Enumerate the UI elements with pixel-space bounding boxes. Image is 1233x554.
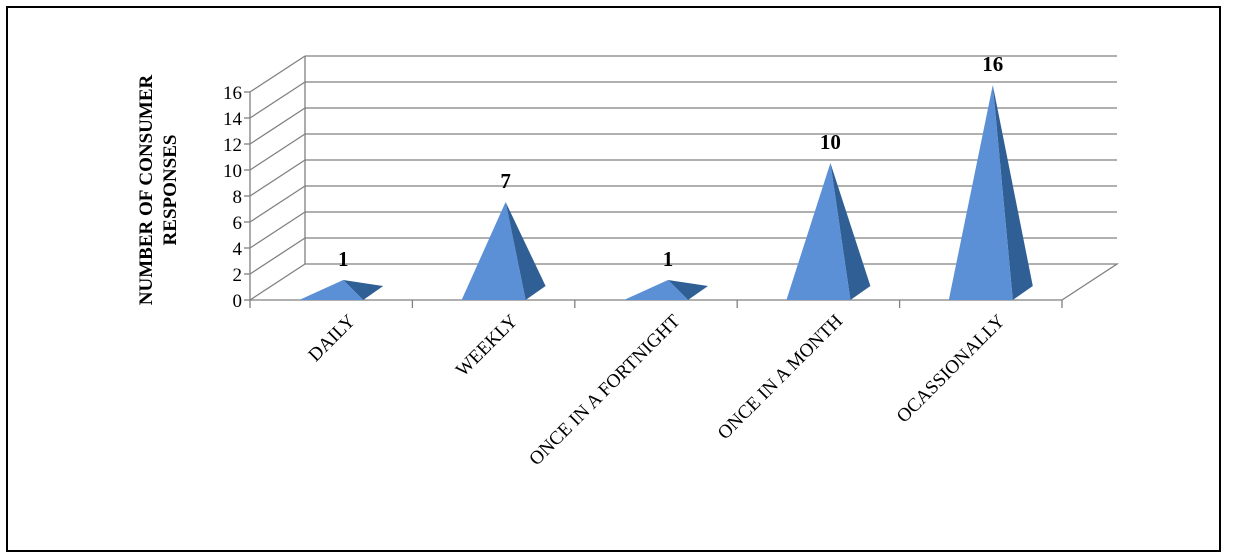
y-axis-title-line-2: RESPONSES: [160, 135, 181, 246]
side-wall-gridline: [249, 211, 306, 249]
data-labels: 1 7 1 10 16: [338, 52, 1003, 271]
bar-pyramid: [786, 163, 871, 300]
data-label: 1: [338, 247, 349, 271]
data-label: 16: [982, 52, 1003, 76]
category-label: WEEKLY: [452, 310, 522, 380]
bar-pyramid-front: [786, 163, 851, 300]
side-wall-gridline: [249, 237, 306, 275]
y-tick-label: 16: [223, 83, 242, 104]
data-label: 1: [663, 247, 674, 271]
side-wall-gridline: [249, 185, 306, 223]
bar-pyramid: [299, 280, 384, 300]
category-label: ONCE IN A FORTNIGHT: [525, 310, 684, 469]
x-axis-categories: DAILY WEEKLY ONCE IN A FORTNIGHT ONCE IN A …: [249, 300, 1063, 470]
side-wall-gridline: [249, 55, 306, 93]
bar-pyramid-front: [299, 280, 364, 300]
bar-pyramid-side: [668, 280, 708, 300]
bar-pyramid: [461, 202, 546, 300]
y-tick-label: 10: [223, 161, 242, 182]
side-wall-gridline: [249, 107, 306, 145]
y-tick-label: 6: [233, 213, 243, 234]
category-label: ONCE IN A MONTH: [714, 310, 847, 443]
bar-pyramid-front: [461, 202, 526, 300]
category-label: OCASSIONALLY: [893, 310, 1010, 427]
data-label: 10: [820, 130, 841, 154]
side-wall-gridline: [249, 133, 306, 171]
bar-pyramid: [948, 85, 1033, 300]
bar-pyramid-side: [830, 163, 871, 300]
bar-pyramid-side: [992, 85, 1033, 300]
y-axis-ticks: 0 2 4 6 8 10 12 14 16: [223, 83, 250, 312]
y-tick-label: 2: [233, 265, 243, 286]
bar-pyramid-side: [343, 280, 384, 300]
data-label: 7: [500, 169, 511, 193]
y-axis-title-line-1: NUMBER OF CONSUMER: [136, 74, 157, 305]
side-wall-gridline: [249, 159, 306, 197]
y-tick-label: 8: [233, 187, 243, 208]
category-label: DAILY: [304, 310, 359, 365]
y-tick-label: 0: [233, 291, 243, 312]
bar-pyramid: [624, 280, 708, 300]
side-wall-gridline: [249, 263, 306, 301]
chart-bars: [299, 85, 1033, 300]
side-wall-gridline: [249, 81, 306, 119]
bar-pyramid-front: [948, 85, 1013, 300]
bar-pyramid-side: [505, 202, 546, 300]
y-tick-label: 4: [233, 239, 243, 260]
y-tick-label: 12: [223, 135, 242, 156]
y-tick-label: 14: [223, 109, 243, 130]
bar-pyramid-front: [624, 280, 688, 300]
